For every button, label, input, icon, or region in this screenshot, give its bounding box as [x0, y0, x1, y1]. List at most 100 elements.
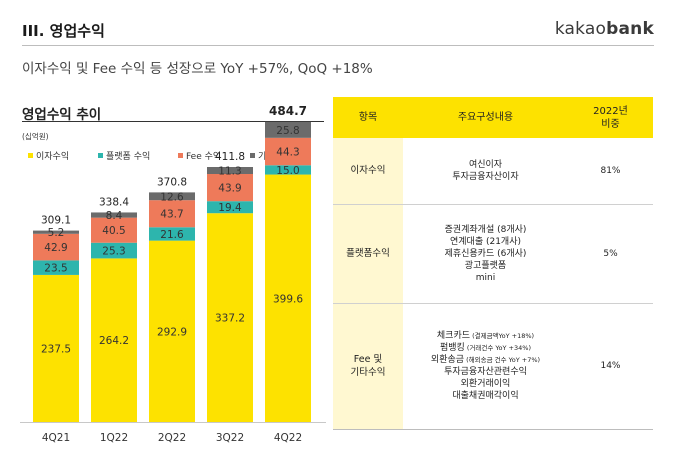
category-cell: 이자수익: [333, 138, 403, 205]
table-header-cell: 주요구성내용: [403, 97, 568, 138]
legend-item: 이자수익: [28, 149, 69, 162]
bar-segment: [265, 174, 311, 422]
data-label: 43.7: [160, 209, 183, 221]
data-label: 23.5: [44, 263, 67, 275]
data-label: 25.8: [276, 125, 299, 137]
table-row: 이자수익 여신이자 투자금융자산이자 81%: [333, 138, 653, 205]
headline: 이자수익 및 Fee 수익 등 성장으로 YoY +57%, QoQ +18%: [22, 61, 373, 77]
chart-title-divider: [22, 121, 324, 122]
bar-segment: [149, 192, 195, 201]
data-label: 5.2: [48, 227, 65, 239]
legend-label: 이자수익: [36, 152, 70, 162]
bar-segment: [33, 230, 79, 234]
x-tick-label: 3Q22: [216, 432, 244, 444]
composition-line: 체크카드: [436, 331, 471, 341]
data-label: 21.6: [160, 229, 184, 241]
composition-cell: 증권계좌개설 (8개사) 연계대출 (21개사) 제휴신용카드 (6개사) 광고플랫폼…: [403, 204, 568, 304]
composition-note: (결제금액YoY +18%): [470, 332, 535, 340]
composition-line: 외환송금: [430, 355, 465, 365]
x-tick-label: 2Q22: [158, 432, 186, 444]
bar-segment: [33, 260, 79, 275]
data-label: 43.9: [218, 183, 241, 195]
x-tick-label: 4Q21: [42, 432, 70, 444]
data-label: 292.9: [157, 326, 187, 338]
total-label: 484.7: [269, 104, 307, 118]
bar-segment: [91, 258, 137, 422]
data-label: 11.3: [218, 165, 241, 177]
data-label: 12.6: [160, 191, 184, 203]
category-cell: Fee 및 기타수익: [333, 303, 403, 430]
composition-note: (해외송금 건수 YoY +7%): [464, 356, 541, 364]
total-label: 309.1: [41, 215, 71, 227]
bar-segment: [149, 200, 195, 228]
bar-segment: [207, 167, 253, 174]
share-cell: 81%: [568, 138, 653, 205]
bar-segment: [207, 201, 253, 214]
brand-logo-light: kakao: [554, 19, 607, 39]
bar-segment: [207, 213, 253, 422]
table-row: 플랫폼수익 증권계좌개설 (8개사) 연계대출 (21개사) 제휴신용카드 (6개사)…: [333, 204, 653, 304]
data-label: 237.5: [41, 343, 71, 355]
composition-line: 대출채권매각이익: [452, 391, 519, 401]
composition-line: mini: [475, 272, 496, 283]
composition-cell: 체크카드 (결제금액YoY +18%) 펌뱅킹 (거래건수 YoY +34%) 외환…: [403, 303, 568, 430]
legend-item: 플랫폼 수익: [98, 149, 150, 162]
composition-line: 여신이자: [468, 159, 503, 170]
table-header-cell: 2022년 비중: [568, 97, 653, 138]
x-tick-label: 1Q22: [100, 432, 128, 444]
share-cell: 14%: [568, 303, 653, 430]
composition-cell: 여신이자 투자금융자산이자: [403, 138, 568, 205]
category-cell: 플랫폼수익: [333, 204, 403, 304]
composition-line: 증권계좌개설 (8개사): [444, 224, 527, 235]
header-divider: [22, 45, 654, 46]
data-label: 337.2: [215, 313, 245, 325]
section-title: III. 영업수익: [22, 22, 105, 40]
data-label: 40.5: [102, 225, 125, 237]
unit-label: (십억원): [22, 132, 49, 141]
brand-logo-bold: bank: [606, 19, 654, 39]
data-label: 42.9: [44, 242, 67, 254]
legend-label: 플랫폼 수익: [106, 152, 151, 162]
composition-line: 광고플랫폼: [464, 260, 507, 271]
composition-line: 연계대출 (21개사): [449, 236, 522, 247]
legend-swatch: [28, 153, 33, 158]
data-label: 25.3: [102, 246, 125, 258]
bar-segment: [265, 165, 311, 175]
legend-item: Fee 수익: [178, 149, 221, 162]
total-label: 370.8: [157, 176, 187, 188]
data-label: 399.6: [273, 293, 303, 305]
bar-segment: [33, 233, 79, 261]
brand-logo: kakaobank: [555, 19, 654, 39]
composition-line: 투자금융자산이자: [452, 171, 519, 182]
composition-line: 제휴신용카드 (6개사): [444, 248, 527, 259]
legend-label: Fee 수익: [186, 152, 222, 162]
table-header-row: 항목 주요구성내용 2022년 비중: [333, 97, 653, 138]
data-label: 8.4: [106, 210, 123, 222]
bar-segment: [265, 121, 311, 138]
total-label: 338.4: [99, 196, 129, 208]
data-label: 15.0: [276, 165, 299, 177]
chart-title: 영업수익 추이: [22, 107, 102, 123]
data-label: 44.3: [276, 147, 299, 159]
total-label: 411.8: [215, 151, 245, 163]
composition-note: (거래건수 YoY +34%): [464, 344, 531, 352]
share-cell: 5%: [568, 204, 653, 304]
composition-line: 투자금융자산관련수익: [444, 367, 527, 377]
x-tick-label: 4Q22: [274, 432, 302, 444]
revenue-breakdown-table: 항목 주요구성내용 2022년 비중 이자수익 여신이자 투자금융자산이자 81% 플랫폼수익…: [333, 97, 653, 430]
bar-segment: [265, 137, 311, 166]
composition-line: 펌뱅킹: [440, 343, 465, 353]
data-label: 264.2: [99, 335, 129, 347]
table-row: Fee 및 기타수익 체크카드 (결제금액YoY +18%) 펌뱅킹 (거래건수 Yo…: [333, 303, 653, 430]
legend-swatch: [98, 153, 103, 158]
data-label: 19.4: [218, 202, 242, 214]
composition-line: 외환거래이익: [460, 379, 511, 389]
bar-segment: [91, 212, 137, 218]
bar-segment: [149, 227, 195, 241]
bar-segment: [91, 217, 137, 243]
table-header-cell: 항목: [333, 97, 403, 138]
bar-segment: [149, 240, 195, 422]
legend-swatch: [250, 153, 255, 158]
bar-segment: [33, 274, 79, 422]
